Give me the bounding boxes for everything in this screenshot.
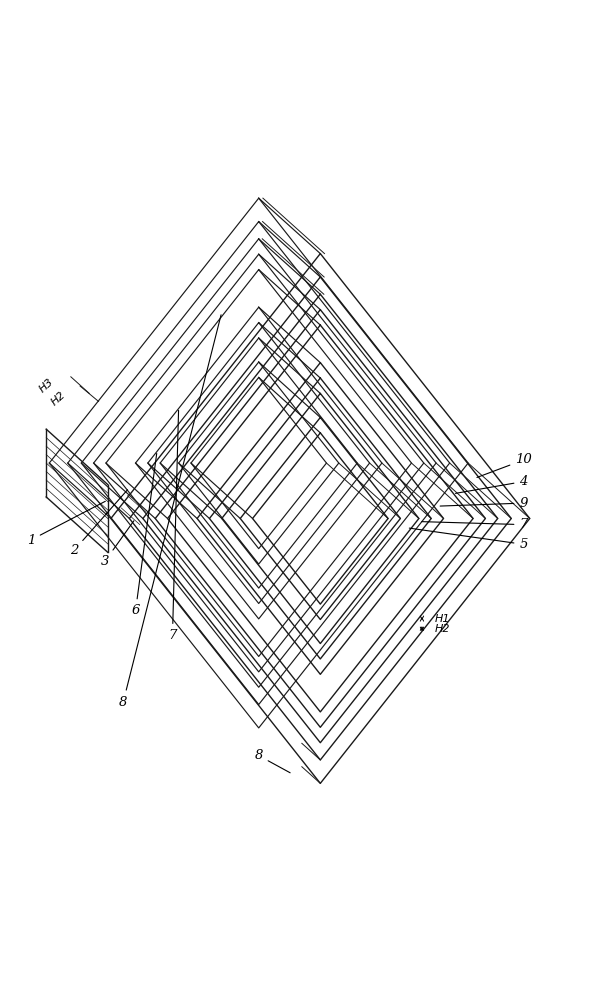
Text: 7: 7 xyxy=(168,410,179,642)
Text: 7: 7 xyxy=(422,518,528,531)
Text: H2: H2 xyxy=(434,624,450,634)
Text: 5: 5 xyxy=(409,528,528,551)
Text: 10: 10 xyxy=(477,453,532,477)
Text: 1: 1 xyxy=(26,501,105,547)
Text: 6: 6 xyxy=(131,453,156,617)
Text: H2: H2 xyxy=(49,389,68,407)
Text: 4: 4 xyxy=(455,475,528,493)
Text: 3: 3 xyxy=(100,521,134,568)
Text: H1: H1 xyxy=(434,614,450,624)
Text: 8: 8 xyxy=(119,315,221,709)
Text: H3: H3 xyxy=(37,377,55,395)
Text: 9: 9 xyxy=(440,497,528,510)
Text: 8: 8 xyxy=(254,749,290,773)
Text: 2: 2 xyxy=(70,490,128,557)
